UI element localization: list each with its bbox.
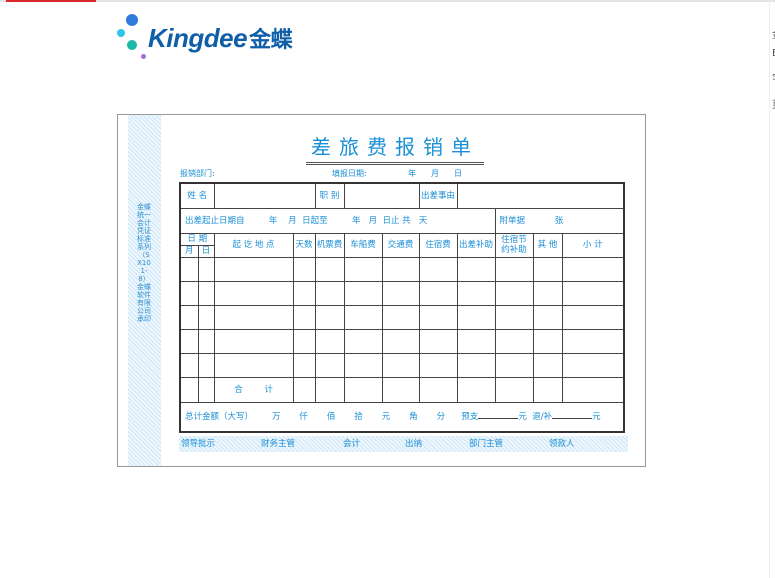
sig-dept-head: 部门主管 bbox=[469, 439, 504, 449]
header-route: 起 讫 地 点 bbox=[213, 232, 294, 258]
side-strip: 金蝶统一会计凭证标准系列（SX101-8）金蝶软件有限公司承印 bbox=[128, 115, 161, 466]
position-label: 职 别 bbox=[314, 182, 345, 209]
amount-row: 总计金额（大写） 万 仟 佰 拾 元 角 分 预支元 退/补元 bbox=[179, 401, 625, 433]
total-label: 合 计 bbox=[213, 376, 294, 403]
header-air: 机票费 bbox=[314, 232, 345, 258]
header-other: 其 他 bbox=[532, 232, 563, 258]
kingdee-logo: Kingdee金蝶 bbox=[114, 14, 304, 62]
name-field bbox=[213, 182, 316, 209]
form-title: 差旅费报销单 bbox=[306, 131, 484, 165]
header-day: 日 bbox=[197, 244, 215, 258]
table-row bbox=[179, 280, 625, 306]
table-row bbox=[179, 304, 625, 330]
header-days: 天数 bbox=[292, 232, 316, 258]
header-date: 日 期 bbox=[179, 232, 215, 246]
sig-recipient: 领款人 bbox=[549, 439, 575, 449]
active-tab-indicator bbox=[6, 0, 96, 2]
reason-label: 出差事由 bbox=[418, 182, 458, 209]
signature-band: 领导批示 财务主管 会计 出纳 部门主管 领款人 bbox=[179, 436, 628, 452]
edge-char: 金 bbox=[772, 26, 775, 41]
total-row: 合 计 bbox=[179, 376, 625, 403]
travel-expense-form-image: 金蝶统一会计凭证标准系列（SX101-8）金蝶软件有限公司承印 差旅费报销单 报… bbox=[117, 114, 646, 467]
edge-char: 字 bbox=[772, 70, 775, 85]
period-row: 出差起止日期自 年 月 日起至 年 月 日止 共 天 bbox=[179, 207, 496, 234]
header-month: 月 bbox=[179, 244, 199, 258]
sig-cashier: 出纳 bbox=[405, 439, 423, 449]
day-unit: 日 bbox=[454, 169, 462, 178]
header-vehicle: 车船费 bbox=[343, 232, 383, 258]
sig-accountant: 会计 bbox=[343, 439, 361, 449]
header-allowance: 出差补助 bbox=[456, 232, 496, 258]
year-unit: 年 bbox=[408, 169, 416, 178]
top-border bbox=[0, 0, 775, 2]
sig-finance-head: 财务主管 bbox=[261, 439, 296, 449]
table-row bbox=[179, 256, 625, 282]
right-panel-edge: 金 E 字 页 bbox=[769, 0, 775, 578]
dept-label: 报销部门: bbox=[180, 169, 215, 178]
header-subtotal: 小 计 bbox=[561, 232, 625, 258]
month-unit: 月 bbox=[431, 169, 439, 178]
date-label: 填报日期: bbox=[332, 169, 367, 178]
header-lodging: 住宿费 bbox=[418, 232, 458, 258]
name-label: 姓 名 bbox=[179, 182, 215, 209]
table-row bbox=[179, 352, 625, 378]
header-saving: 住宿节约补助 bbox=[494, 232, 534, 258]
attachments: 附单据 张 bbox=[494, 207, 625, 234]
reason-field bbox=[456, 182, 625, 209]
expense-table: 姓 名 职 别 出差事由 出差起止日期自 年 月 日起至 年 月 日止 共 天 … bbox=[179, 182, 626, 433]
side-text: 金蝶统一会计凭证标准系列（SX101-8）金蝶软件有限公司承印 bbox=[137, 203, 151, 323]
table-row bbox=[179, 328, 625, 354]
edge-char: E bbox=[772, 48, 775, 59]
sig-leader: 领导批示 bbox=[181, 439, 216, 449]
edge-char: 页 bbox=[772, 96, 775, 111]
position-field bbox=[343, 182, 420, 209]
header-transport: 交通费 bbox=[381, 232, 420, 258]
